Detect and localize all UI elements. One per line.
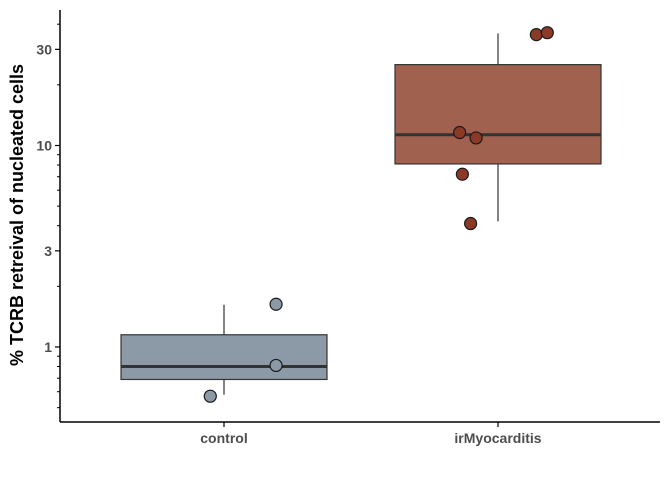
box-irMyocarditis (394, 64, 602, 165)
data-point-control-1 (203, 389, 217, 403)
data-point-irMyocarditis-1 (529, 28, 543, 42)
y-axis-title: % TCRB retreival of nucleated cells (7, 64, 27, 366)
data-point-irMyocarditis-2 (540, 26, 554, 40)
plot-area (120, 26, 602, 403)
x-tick-label-irMyocarditis: irMyocarditis (454, 430, 541, 446)
data-point-irMyocarditis-3 (453, 125, 467, 140)
data-point-control-3 (269, 358, 283, 373)
y-tick-label-10: 10 (36, 138, 52, 154)
data-point-irMyocarditis-4 (469, 131, 483, 145)
data-point-irMyocarditis-5 (455, 167, 469, 181)
x-tick-label-control: control (200, 430, 247, 446)
axes: 1 3 10 30 control irMyocarditis (36, 10, 660, 446)
data-point-control-2 (269, 297, 283, 311)
data-point-irMyocarditis-6 (464, 216, 478, 231)
box-control (120, 334, 328, 381)
y-tick-label-3: 3 (44, 243, 52, 259)
y-tick-label-30: 30 (36, 41, 52, 57)
y-tick-label-1: 1 (44, 339, 52, 355)
